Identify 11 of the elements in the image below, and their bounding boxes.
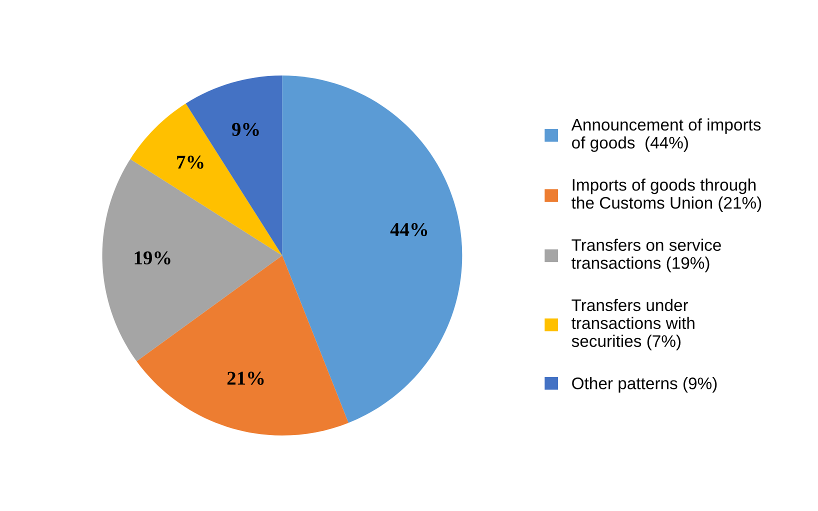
data-label: 7% — [177, 156, 204, 169]
legend-label: Other patterns (9%) — [572, 377, 717, 393]
legend-label: Imports of goods through the Customs Union (21%) — [572, 178, 762, 212]
pie-slice — [282, 76, 462, 423]
data-label: 21% — [227, 372, 264, 385]
data-label: 9% — [232, 122, 259, 136]
data-label: 44% — [390, 222, 428, 236]
legend-label: Transfers under transactions with securities (7%) — [572, 298, 694, 350]
legend-label: Announcement of imports of goods (44%) — [571, 118, 761, 152]
data-label: 19% — [134, 251, 170, 264]
legend-label: Transfers on service transactions (19%) — [572, 238, 721, 272]
